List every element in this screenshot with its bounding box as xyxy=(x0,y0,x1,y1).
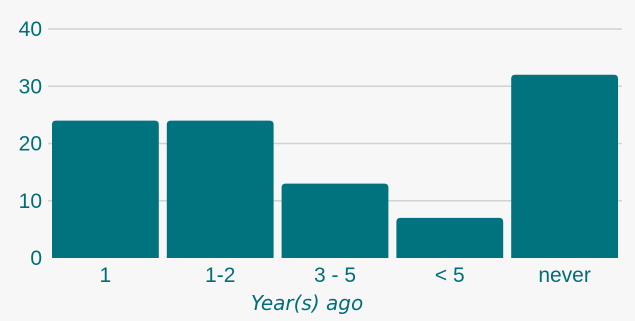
bar-3 xyxy=(396,217,504,258)
y-tick-label: 40 xyxy=(19,18,42,41)
x-tick-label: never xyxy=(538,264,591,287)
y-tick-label: 20 xyxy=(19,133,42,156)
x-tick-label: 1-2 xyxy=(205,264,235,287)
y-axis-ticks: 0 10 20 30 40 xyxy=(19,18,42,270)
y-tick-label: 10 xyxy=(19,190,42,213)
bars xyxy=(52,74,618,258)
x-tick-label: < 5 xyxy=(435,264,465,287)
x-tick-label: 3 - 5 xyxy=(314,264,356,287)
x-tick-label: 1 xyxy=(100,264,112,287)
x-axis-title: Year(s) ago xyxy=(251,291,363,315)
y-tick-label: 0 xyxy=(30,247,42,270)
x-axis-ticks: 1 1-2 3 - 5 < 5 never xyxy=(100,264,591,287)
bar-2 xyxy=(281,183,389,258)
y-tick-label: 30 xyxy=(19,75,42,98)
bar-4 xyxy=(511,74,618,258)
bar-0 xyxy=(52,120,159,258)
bar-1 xyxy=(166,120,274,258)
